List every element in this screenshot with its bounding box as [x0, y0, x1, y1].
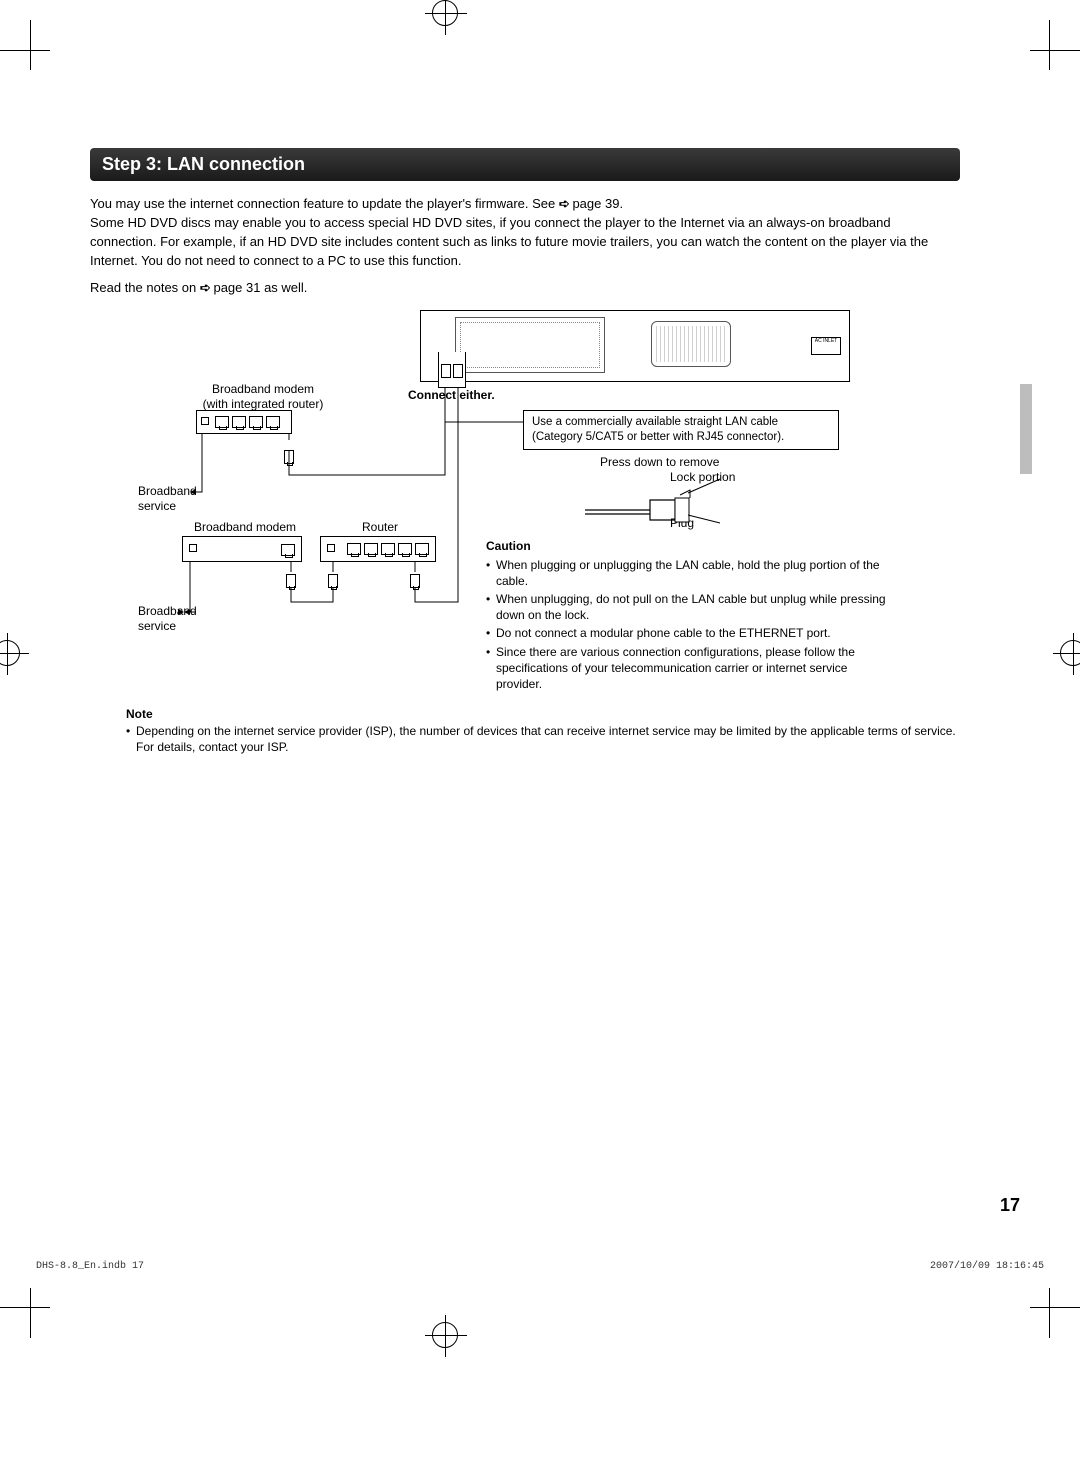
- lan-port: [415, 543, 429, 555]
- intro-p1a: You may use the internet connection feat…: [90, 196, 559, 211]
- lan-port: [398, 543, 412, 555]
- intro-text: You may use the internet connection feat…: [90, 195, 960, 270]
- lan-port: [266, 416, 280, 428]
- connection-diagram: AC INLET Connect either. Use a commercia…: [90, 310, 960, 700]
- intro-p2: Some HD DVD discs may enable you to acce…: [90, 214, 960, 271]
- lan-port: [381, 543, 395, 555]
- ethernet-port-block: [438, 352, 466, 388]
- caution-item: Do not connect a modular phone cable to …: [486, 625, 886, 641]
- caution-item: Since there are various connection confi…: [486, 644, 886, 693]
- readnotes-b: page 31 as well.: [210, 280, 308, 295]
- page-ref-arrow: ➪: [559, 195, 569, 214]
- page-number: 17: [1000, 1195, 1020, 1216]
- modem-box: [182, 536, 302, 562]
- modem-label: Broadband modem: [190, 520, 300, 534]
- footer-timestamp: 2007/10/09 18:16:45: [930, 1261, 1044, 1272]
- modem-router-box: [196, 410, 292, 434]
- cable-note-box: Use a commercially available straight LA…: [523, 410, 839, 450]
- router-box: [320, 536, 436, 562]
- rj45-plug-icon: [284, 450, 294, 464]
- lan-port: [215, 416, 229, 428]
- rj45-plug-icon: [328, 574, 338, 588]
- readnotes-a: Read the notes on: [90, 280, 200, 295]
- extension-jack: [453, 364, 463, 378]
- connect-either-label: Connect either.: [408, 388, 495, 402]
- rj45-plug-icon: [286, 574, 296, 588]
- wan-port: [327, 544, 335, 552]
- rear-av-ports: [455, 317, 605, 373]
- ac-inlet: AC INLET: [811, 337, 841, 355]
- caution-item: When plugging or unplugging the LAN cabl…: [486, 557, 886, 589]
- caution-block: Caution When plugging or unplugging the …: [486, 538, 886, 694]
- rj45-plug-icon: [410, 574, 420, 588]
- plug-illustration: [580, 465, 760, 535]
- step-header: Step 3: LAN connection: [90, 148, 960, 181]
- lan-port: [249, 416, 263, 428]
- footer-file: DHS-8.8_En.indb 17: [36, 1261, 144, 1272]
- page-ref-arrow: ➪: [200, 280, 210, 296]
- caution-item: When unplugging, do not pull on the LAN …: [486, 591, 886, 623]
- caution-title: Caution: [486, 538, 886, 554]
- router-label: Router: [340, 520, 420, 534]
- broadband-service-label: Broadband service: [138, 484, 197, 513]
- lan-port: [347, 543, 361, 555]
- lan-port: [281, 544, 295, 556]
- note-item: Depending on the internet service provid…: [126, 723, 960, 755]
- note-title: Note: [126, 706, 960, 722]
- note-block: Note Depending on the internet service p…: [90, 706, 960, 755]
- lan-port: [364, 543, 378, 555]
- intro-p1b: page 39.: [569, 196, 623, 211]
- wan-port: [189, 544, 197, 552]
- player-rear-panel: AC INLET: [420, 310, 850, 382]
- read-notes: Read the notes on ➪ page 31 as well.: [90, 280, 960, 296]
- chapter-tab: [1020, 384, 1032, 474]
- ethernet-jack: [441, 364, 451, 378]
- vent-grille: [651, 321, 731, 367]
- wan-port: [201, 417, 209, 425]
- lan-port: [232, 416, 246, 428]
- modem-router-label: Broadband modem (with integrated router): [180, 382, 346, 411]
- broadband-service-label: Broadband service: [138, 604, 197, 633]
